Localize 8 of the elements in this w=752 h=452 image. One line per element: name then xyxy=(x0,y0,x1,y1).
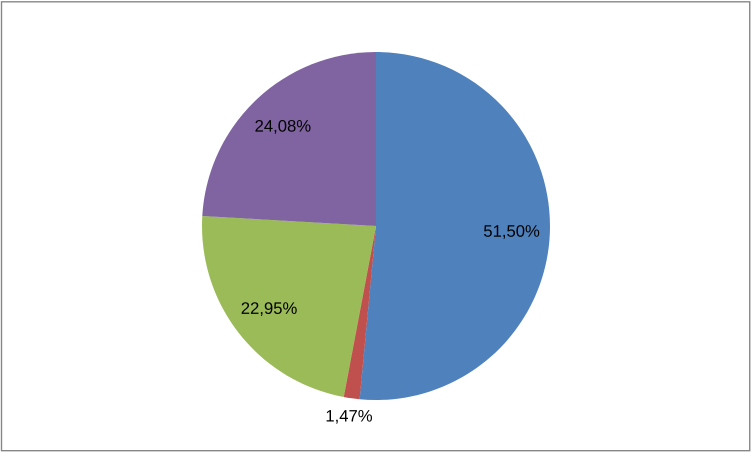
data-label: 51,50% xyxy=(484,225,540,239)
data-label: 24,08% xyxy=(255,120,311,134)
pie-slice xyxy=(360,52,550,400)
pie-slice xyxy=(344,226,376,400)
data-label: 22,95% xyxy=(242,302,297,316)
pie-slice xyxy=(202,52,376,226)
pie-slice xyxy=(202,216,376,397)
data-label: 1,47% xyxy=(326,410,372,424)
